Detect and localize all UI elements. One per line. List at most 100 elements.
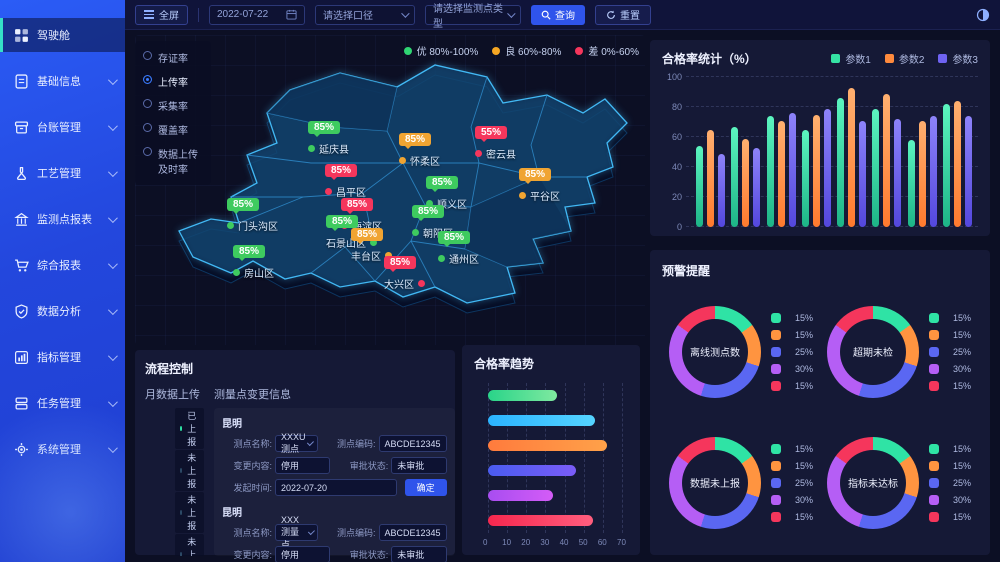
date-picker[interactable]: 2022-07-22 (209, 4, 305, 25)
panel-title: 流程控制 (145, 362, 194, 376)
bar-参数3[interactable] (859, 120, 867, 227)
chevron-down-icon (107, 166, 118, 177)
bar-参数3[interactable] (823, 108, 831, 227)
theme-icon[interactable] (976, 8, 990, 22)
trend-bar-6[interactable] (488, 515, 594, 526)
bar-参数1[interactable] (837, 98, 845, 227)
field-input[interactable]: 未审批 (391, 546, 447, 562)
donut-ring-offline-points[interactable]: 离线测点数 (668, 305, 761, 398)
sidebar-item-task[interactable]: 任务管理 (0, 386, 125, 420)
field-input[interactable]: 停用 (275, 457, 331, 474)
bar-参数2[interactable] (883, 93, 891, 227)
bar-参数3[interactable] (718, 153, 725, 227)
gridline: 20 (521, 383, 530, 547)
legend-swatch-icon (938, 54, 948, 63)
bar-参数2[interactable] (777, 120, 785, 227)
bar-参数1[interactable] (696, 146, 703, 227)
sidebar-item-point-report[interactable]: 监测点报表 (0, 202, 125, 236)
bar-参数1[interactable] (731, 126, 739, 227)
donut-ring-indicator-not-met[interactable]: 指标未达标 (826, 436, 919, 529)
bar-参数2[interactable] (812, 114, 820, 227)
bar-参数3[interactable] (788, 113, 796, 227)
trend-bar-3[interactable] (488, 440, 607, 451)
field-select[interactable]: XXXU测点 (275, 432, 318, 454)
district-marker-延庆县[interactable]: 85% 延庆县 (308, 117, 349, 156)
process-control-panel: 流程控制 月数据上传 已上报未上报未上报未上报已上报已上报已上报未上报已上报已上… (135, 350, 455, 562)
bar-参数1[interactable] (872, 108, 880, 227)
bar-参数1[interactable] (801, 129, 809, 227)
bar-参数1[interactable] (942, 104, 950, 227)
district-marker-怀柔区[interactable]: 85% 怀柔区 (399, 129, 440, 168)
sidebar-item-system[interactable]: 系统管理 (0, 432, 125, 466)
bar-参数2[interactable] (742, 138, 750, 227)
district-badge: 85% (384, 256, 417, 272)
sidebar-item-ledger[interactable]: 台账管理 (0, 110, 125, 144)
field-input[interactable]: 停用 (275, 546, 331, 562)
legend-swatch-icon (928, 380, 939, 391)
bar-参数2[interactable] (707, 129, 714, 227)
district-dot-icon (325, 188, 332, 195)
field-select[interactable]: XXX测量点 (275, 515, 318, 550)
district-marker-通州区[interactable]: 85% 通州区 (438, 227, 479, 266)
beijing-map[interactable] (135, 35, 645, 345)
metric-radio-覆盖率[interactable]: 覆盖率 (143, 122, 203, 137)
field-value: ABCDE12345 (384, 527, 441, 538)
trend-bar-5[interactable] (488, 490, 554, 501)
bar-参数2[interactable] (918, 120, 926, 227)
caliber-select[interactable]: 请选择口径 (315, 4, 415, 25)
bar-参数3[interactable] (753, 147, 761, 227)
bar-参数3[interactable] (894, 119, 902, 227)
confirm-button[interactable]: 确定 (404, 479, 447, 496)
legend-dot-icon (575, 46, 584, 55)
district-marker-丰台区[interactable]: 85% 丰台区 (351, 224, 392, 263)
district-marker-大兴区[interactable]: 85% 大兴区 (384, 252, 425, 291)
metric-radio-上传率[interactable]: 上传率 (143, 74, 203, 89)
metric-radio-存证率[interactable]: 存证率 (143, 50, 203, 65)
bar-参数3[interactable] (964, 116, 972, 227)
bar-参数1[interactable] (907, 140, 915, 227)
district-marker-昌平区[interactable]: 85% 昌平区 (325, 160, 366, 199)
calendar-icon (286, 9, 297, 20)
district-marker-密云县[interactable]: 55% 密云县 (475, 122, 516, 161)
metric-radio-数据上传及时率[interactable]: 数据上传及时率 (143, 146, 203, 176)
trend-bar-4[interactable] (488, 465, 577, 476)
district-marker-门头沟区[interactable]: 85% 门头沟区 (227, 194, 278, 233)
sidebar-item-data-analysis[interactable]: 数据分析 (0, 294, 125, 328)
point-type-select-value: 请选择监测点类型 (433, 3, 503, 30)
district-label-row: 密云县 (475, 146, 516, 161)
field-input[interactable]: 未审批 (391, 457, 447, 474)
sidebar-item-dashboard[interactable]: 驾驶舱 (0, 18, 125, 52)
legend-percent: 15% (952, 312, 971, 323)
legend-percent: 15% (952, 511, 971, 522)
trend-bar-1[interactable] (488, 390, 557, 401)
sidebar-item-process[interactable]: 工艺管理 (0, 156, 125, 190)
sidebar-item-basic-info[interactable]: 基础信息 (0, 64, 125, 98)
field-input[interactable]: ABCDE12345 (378, 524, 447, 541)
bar-参数2[interactable] (848, 87, 856, 227)
district-marker-平谷区[interactable]: 85% 平谷区 (519, 164, 560, 203)
legend-swatch-icon (928, 511, 939, 522)
fullscreen-button[interactable]: 全屏 (135, 4, 188, 25)
donut-ring-overdue-inspection[interactable]: 超期未检 (826, 305, 919, 398)
donut-ring-data-not-reported[interactable]: 数据未上报 (668, 436, 761, 529)
sidebar-item-indicator[interactable]: 指标管理 (0, 340, 125, 374)
point-type-select[interactable]: 请选择监测点类型 (425, 4, 521, 30)
field-input[interactable]: 2022-07-20 (275, 479, 397, 496)
bar-参数3[interactable] (929, 116, 937, 227)
field-input[interactable]: ABCDE12345 (378, 435, 447, 452)
chevron-down-icon (507, 8, 516, 18)
district-marker-石景山区[interactable]: 85% 石景山区 (326, 211, 377, 250)
search-button[interactable]: 查询 (531, 4, 585, 25)
metric-radio-采集率[interactable]: 采集率 (143, 98, 203, 113)
reset-button[interactable]: 重置 (595, 4, 651, 25)
district-name: 门头沟区 (238, 222, 278, 233)
donut-center-label: 离线测点数 (689, 348, 740, 359)
district-marker-顺义区[interactable]: 85% 顺义区 (426, 172, 467, 211)
bar-参数2[interactable] (953, 101, 961, 227)
district-marker-房山区[interactable]: 85% 房山区 (233, 241, 274, 280)
bar-参数1[interactable] (766, 116, 774, 227)
sidebar-item-composite-report[interactable]: 综合报表 (0, 248, 125, 282)
trend-bar-2[interactable] (488, 415, 596, 426)
district-dot-icon (399, 157, 406, 164)
x-axis-label: 10 (502, 538, 512, 547)
